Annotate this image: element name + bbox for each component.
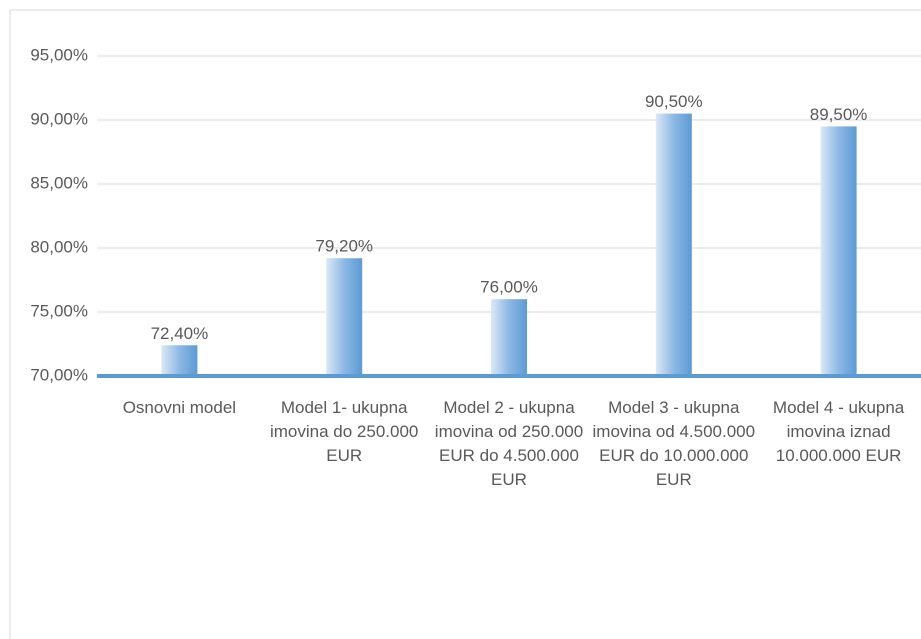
y-tick-label: 90,00% <box>30 109 88 128</box>
bar <box>655 113 692 376</box>
bar <box>326 258 363 376</box>
x-tick-label: Osnovni model <box>122 398 237 417</box>
y-tick-label: 95,00% <box>30 45 88 64</box>
value-label: 72,40% <box>151 324 209 343</box>
bar <box>161 345 198 376</box>
value-label: 76,00% <box>480 278 538 297</box>
y-tick-label: 85,00% <box>30 173 88 192</box>
value-label: 89,50% <box>810 105 868 124</box>
x-tick-label: Model 3 - ukupna imovina od 4.500.000 EU… <box>592 398 756 489</box>
bar <box>820 126 857 377</box>
y-tick-label: 80,00% <box>30 237 88 256</box>
value-label: 79,20% <box>315 237 373 256</box>
y-tick-label: 70,00% <box>30 365 88 384</box>
bar <box>491 299 527 376</box>
x-tick-label: Model 2 - ukupna imovina od 250.000 EUR … <box>434 398 584 489</box>
x-tick-label: Model 4 - ukupna imovina iznad 10.000.00… <box>772 398 905 465</box>
x-tick-label: Model 1- ukupna imovina do 250.000 EUR <box>269 398 419 465</box>
chart-frame <box>9 9 921 639</box>
value-label: 90,50% <box>645 92 703 111</box>
y-tick-label: 75,00% <box>30 301 88 320</box>
